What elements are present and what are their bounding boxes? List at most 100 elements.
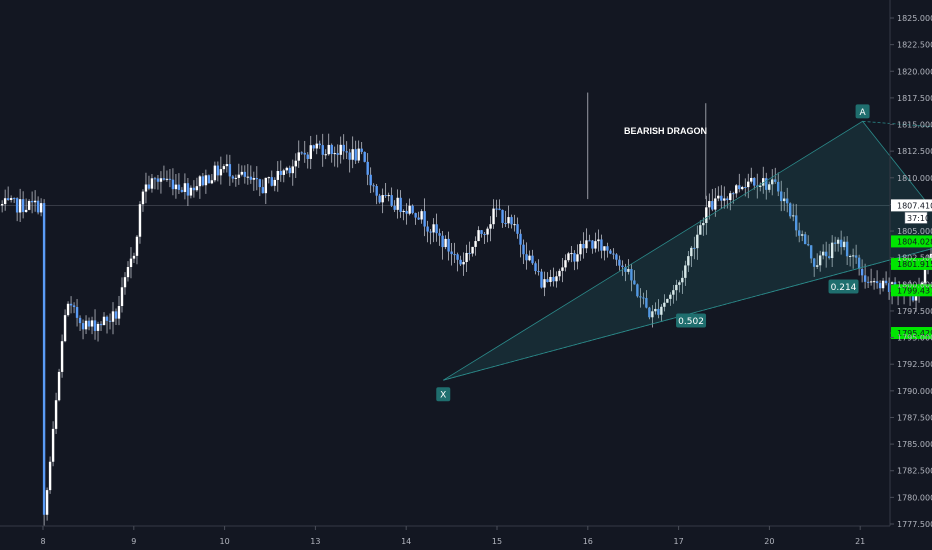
candle-bear [426, 226, 429, 232]
ratio-badge [676, 313, 707, 328]
ratio-label: 0.214 [831, 283, 857, 293]
candle-bear [441, 235, 444, 248]
candle-bull [561, 267, 564, 271]
candle-bear [369, 174, 372, 186]
candle-bear [342, 144, 345, 152]
candle-bull [432, 224, 435, 233]
candle-bull [333, 153, 336, 155]
candle-bull [747, 181, 750, 188]
ratio-badge [828, 279, 859, 294]
candle-bear [639, 296, 642, 298]
candle-bear [525, 254, 528, 261]
candle-bear [812, 258, 816, 267]
candle-bull [132, 255, 136, 259]
candle-bear [15, 198, 19, 213]
candle-bull [851, 255, 855, 257]
candle-bear [105, 316, 109, 321]
candle-bull [51, 428, 55, 462]
candle-bull [120, 287, 124, 307]
candle-bull [273, 179, 277, 186]
candle-bull [791, 215, 795, 217]
candle-bear [354, 149, 357, 161]
candle-bear [216, 165, 220, 176]
candle-bear [453, 254, 456, 256]
candle-bull [111, 311, 115, 322]
candle-bear [794, 215, 798, 231]
countdown-tag [904, 212, 928, 224]
candle-bull [690, 247, 693, 257]
candle-bear [378, 195, 381, 203]
candle-bull [836, 239, 840, 244]
candle-bull [830, 242, 834, 259]
candle-bear [450, 251, 453, 255]
candle-bull [57, 371, 61, 401]
target-tag [891, 235, 932, 248]
candle-bull [408, 205, 411, 214]
candle-bear [249, 176, 253, 180]
candle-bull [9, 198, 13, 200]
time-tick-label: 14 [401, 537, 411, 546]
candle-bear [645, 297, 648, 308]
candle-bear [321, 145, 324, 155]
chart-title: BEARISH DRAGON [624, 126, 707, 136]
candle-bull [60, 341, 64, 372]
candle-bull [444, 238, 447, 248]
candle-bear [612, 253, 615, 255]
candle-bear [156, 178, 160, 182]
candle-bear [279, 171, 283, 175]
candle-bull [315, 143, 318, 149]
candle-bull [800, 234, 804, 236]
candle-bull [240, 171, 244, 175]
candle-bear [860, 268, 864, 276]
candle-bull [717, 195, 720, 199]
candle-bear [78, 317, 82, 324]
candle-bear [201, 176, 205, 186]
candle-bull [768, 184, 771, 190]
candle-bear [573, 253, 576, 262]
candle-bear [435, 224, 438, 234]
candle-bear [866, 281, 870, 283]
candle-bull [708, 201, 711, 208]
candle-bear [345, 151, 348, 153]
candle-bear [243, 171, 247, 177]
candle-bear [12, 198, 16, 200]
candle-bear [99, 323, 103, 326]
target-tag [891, 284, 932, 297]
candle-bull [705, 207, 708, 223]
candle-bull [723, 198, 726, 201]
candle-bear [147, 184, 151, 189]
candle-bull [324, 154, 327, 156]
candle-bear [621, 265, 624, 268]
candle-bear [777, 181, 780, 192]
candle-bear [824, 251, 828, 257]
pattern-point-label: X [440, 391, 446, 401]
candle-bull [291, 166, 294, 174]
candle-bull [3, 198, 7, 205]
candle-bull [465, 252, 468, 263]
candle-bull [150, 178, 154, 189]
candle-bull [18, 199, 22, 213]
time-tick-label: 17 [674, 537, 684, 546]
candle-bear [429, 231, 432, 233]
candle-bull [198, 176, 202, 187]
candle-bull [24, 209, 28, 212]
price-tick-label: 1817.500 [897, 94, 932, 103]
candle-bull [204, 175, 208, 186]
candle-bear [797, 230, 801, 236]
candle-bull [174, 184, 178, 190]
time-tick-label: 21 [855, 537, 865, 546]
candle-bull [309, 145, 312, 159]
candle-bull [555, 276, 558, 282]
candle-bull [126, 267, 130, 278]
candle-bear [30, 200, 34, 203]
current-price-tag [891, 199, 932, 212]
candle-bull [513, 224, 516, 226]
candle-bull [486, 228, 489, 235]
candle-bull [39, 203, 43, 213]
candle-bear [522, 244, 525, 255]
candle-bear [624, 267, 627, 272]
candle-bear [417, 217, 420, 220]
